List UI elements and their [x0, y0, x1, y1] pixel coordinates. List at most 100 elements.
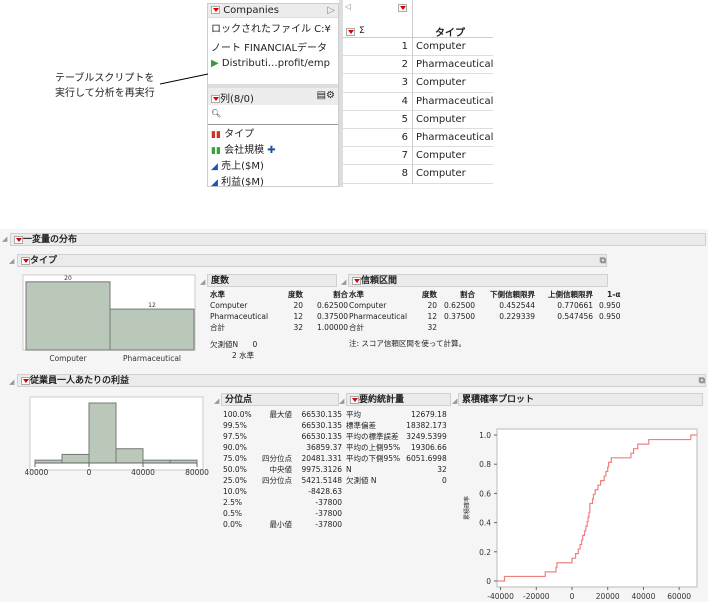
splitter[interactable] — [208, 84, 338, 88]
bar-label: 20 — [64, 275, 72, 282]
collapse-arrow-icon[interactable]: ▷ — [327, 5, 335, 16]
column-header: 水準 — [210, 290, 225, 299]
disclosure-icon[interactable]: ◢ — [9, 378, 15, 386]
splitter[interactable] — [339, 0, 343, 187]
column-item[interactable]: ▮▮ 会社規模 ✚ — [211, 143, 276, 159]
column-name: タイプ — [224, 129, 255, 140]
cell-type[interactable]: Computer — [413, 74, 493, 93]
table-cell: 99.5% — [223, 421, 247, 430]
cell-type[interactable]: Pharmaceutical — [413, 129, 493, 148]
table-cell: 平均の下側95% — [346, 454, 401, 463]
column-header: 度数 — [288, 290, 304, 299]
frequency-header[interactable]: 度数 — [207, 274, 337, 287]
section-title: 度数 — [211, 276, 230, 286]
cell-type[interactable]: Computer — [413, 111, 493, 129]
table-cell: Computer — [210, 301, 248, 310]
table-row[interactable]: 5 Computer — [343, 110, 493, 129]
ci-header[interactable]: 信頼区間 — [348, 274, 608, 287]
red-triangle-menu-icon[interactable] — [352, 276, 361, 285]
table-row[interactable]: 8 Computer — [343, 165, 493, 184]
table-cell: 20 — [427, 301, 438, 310]
table-row[interactable]: 4 Pharmaceutical — [343, 92, 493, 111]
x-tick-label: Computer — [49, 354, 87, 363]
table-row[interactable]: 3 Computer — [343, 74, 493, 93]
y-tick-label: 0.8 — [479, 460, 491, 469]
column-settings-icon[interactable]: ▤⚙ — [316, 90, 335, 101]
missing-value: 0 — [252, 340, 258, 349]
red-triangle-menu-icon[interactable] — [21, 256, 30, 265]
cell-type[interactable]: Pharmaceutical — [413, 56, 493, 75]
table-cell — [440, 322, 478, 333]
row-number[interactable]: 4 — [343, 92, 413, 111]
column-header: 上側信頼限界 — [548, 290, 594, 299]
table-cell: 最大値 — [269, 410, 293, 419]
table-row: 合計 32 1.00000 — [207, 322, 351, 333]
table-cell: 0.37500 — [444, 312, 476, 321]
left-arrow-icon[interactable]: ◁ — [345, 2, 352, 11]
table-cell — [478, 322, 538, 333]
row-number[interactable]: 7 — [343, 147, 413, 166]
table-row[interactable]: 2 Pharmaceutical — [343, 56, 493, 75]
column-search[interactable]: 🔍︎ — [208, 105, 338, 125]
type-section-header[interactable]: タイプ ⧉ — [17, 254, 607, 267]
column-item[interactable]: ◢ 利益($M) — [211, 175, 276, 191]
table-cell: 1.00000 — [317, 323, 349, 332]
disclosure-icon[interactable]: ◢ — [9, 257, 15, 265]
red-triangle-menu-icon[interactable] — [211, 6, 220, 14]
cdf-header[interactable]: 累積確率プロット — [458, 393, 703, 406]
x-tick-label: 40000 — [131, 468, 155, 477]
row-number[interactable]: 8 — [343, 165, 413, 184]
table-title-bar[interactable]: Companies ▷ — [208, 4, 338, 18]
row-number[interactable]: 1 — [343, 38, 413, 57]
play-icon[interactable]: ▶ — [211, 58, 219, 69]
red-triangle-menu-icon[interactable] — [211, 95, 220, 103]
table-cell: 100.0% — [223, 410, 252, 419]
sigma-icon[interactable]: Σ — [359, 26, 365, 36]
disclosure-icon[interactable]: ◢ — [2, 235, 8, 243]
table-script-item[interactable]: ロックされたファイル C:¥ — [211, 24, 331, 35]
section-title: 要約統計量 — [359, 395, 405, 405]
column-header-type[interactable]: タイプ — [413, 0, 493, 39]
red-triangle-menu-icon[interactable] — [350, 395, 359, 404]
window-icon[interactable]: ⧉ — [599, 256, 606, 266]
histogram-bar — [88, 402, 117, 464]
disclosure-icon[interactable]: ◢ — [341, 278, 347, 286]
columns-header[interactable]: 列(8/0) ▤⚙ — [208, 88, 338, 105]
profit-histogram: -40000 0 40000 80000 — [25, 396, 209, 477]
x-tick-label: Pharmaceutical — [123, 354, 181, 363]
column-item[interactable]: ◢ 売上($M) — [211, 159, 276, 175]
table-row[interactable]: 7 Computer — [343, 147, 493, 166]
quantiles-header[interactable]: 分位点 — [221, 393, 339, 406]
y-tick-label: 0.6 — [479, 489, 491, 498]
window-icon[interactable]: ⧉ — [698, 376, 705, 386]
disclosure-icon[interactable]: ◢ — [452, 397, 458, 405]
bar — [25, 281, 111, 351]
cell-type[interactable]: Computer — [413, 147, 493, 166]
disclosure-icon[interactable]: ◢ — [200, 278, 206, 286]
summary-header[interactable]: 要約統計量 — [346, 393, 451, 406]
red-triangle-menu-icon[interactable] — [14, 235, 23, 244]
profit-section-header[interactable]: 従業員一人あたりの利益 ⧉ — [17, 374, 706, 387]
column-item[interactable]: ▮▮ タイプ — [211, 127, 276, 143]
table-row[interactable]: 1 Computer — [343, 38, 493, 57]
table-script-item[interactable]: ノート FINANCIALデータ — [211, 43, 328, 54]
red-triangle-menu-icon[interactable] — [346, 28, 355, 36]
row-number[interactable]: 3 — [343, 74, 413, 93]
disclosure-icon[interactable]: ◢ — [214, 397, 220, 405]
table-row[interactable]: 6 Pharmaceutical — [343, 128, 493, 148]
cell-type[interactable]: Pharmaceutical — [413, 93, 493, 111]
cell-type[interactable]: Computer — [413, 165, 493, 184]
table-cell: 0.62500 — [444, 301, 476, 310]
table-script-run[interactable]: ▶ Distributi…profit/emp — [208, 56, 338, 71]
row-number[interactable]: 5 — [343, 110, 413, 129]
red-triangle-menu-icon[interactable] — [21, 376, 30, 385]
table-cell — [255, 508, 295, 519]
row-number[interactable]: 2 — [343, 56, 413, 75]
disclosure-icon[interactable]: ◢ — [339, 397, 345, 405]
red-triangle-menu-icon[interactable] — [398, 4, 407, 12]
table-row: Pharmaceutical 12 0.37500 — [207, 311, 351, 322]
cell-type[interactable]: Computer — [413, 38, 493, 57]
table-cell: 12679.18 — [410, 410, 447, 419]
row-number[interactable]: 6 — [343, 128, 413, 148]
report-header[interactable]: 一変量の分布 — [10, 233, 706, 246]
